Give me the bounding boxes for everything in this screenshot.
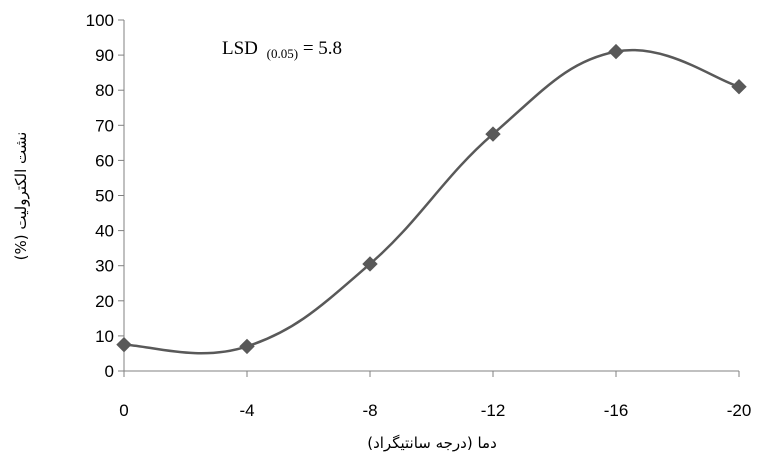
y-tick-label: 10 <box>95 327 114 346</box>
x-tick-label: 0 <box>119 401 128 420</box>
y-tick-label: 60 <box>95 151 114 170</box>
lsd-value: = 5.8 <box>303 38 342 59</box>
y-tick-label: 30 <box>95 257 114 276</box>
data-point <box>116 336 132 353</box>
y-tick-label: 20 <box>95 292 114 311</box>
y-tick-label: 0 <box>105 362 114 381</box>
lsd-annotation: LSD (0.05) = 5.8 <box>222 38 342 63</box>
y-tick-label: 40 <box>95 222 114 241</box>
x-axis: 0 -4 -8 -12 -16 -20 <box>119 370 752 420</box>
y-tick-label: 70 <box>95 116 114 135</box>
lsd-label: LSD <box>222 38 258 59</box>
y-axis: 0 10 20 30 40 50 60 70 80 90 100 <box>86 11 125 381</box>
y-tick-label: 90 <box>95 46 114 65</box>
data-point <box>362 256 378 272</box>
y-tick-label: 50 <box>95 187 114 206</box>
y-tick-label: 100 <box>86 11 114 30</box>
data-point <box>731 78 747 95</box>
data-point <box>485 126 501 142</box>
x-tick-label: -16 <box>604 401 629 420</box>
series-line <box>123 48 740 355</box>
y-axis-title: نشت الکترولیت (%) <box>12 132 30 261</box>
x-tick-label: -4 <box>239 401 254 420</box>
x-axis-title: دما (درجه سانتیگراد) <box>367 434 497 452</box>
x-tick-label: -12 <box>481 401 506 420</box>
x-tick-label: -20 <box>727 401 752 420</box>
y-tick-label: 80 <box>95 81 114 100</box>
plot-area <box>116 43 747 355</box>
data-point <box>239 338 255 355</box>
data-point <box>608 43 624 60</box>
lsd-subscript: (0.05) <box>267 46 298 61</box>
x-tick-label: -8 <box>362 401 377 420</box>
